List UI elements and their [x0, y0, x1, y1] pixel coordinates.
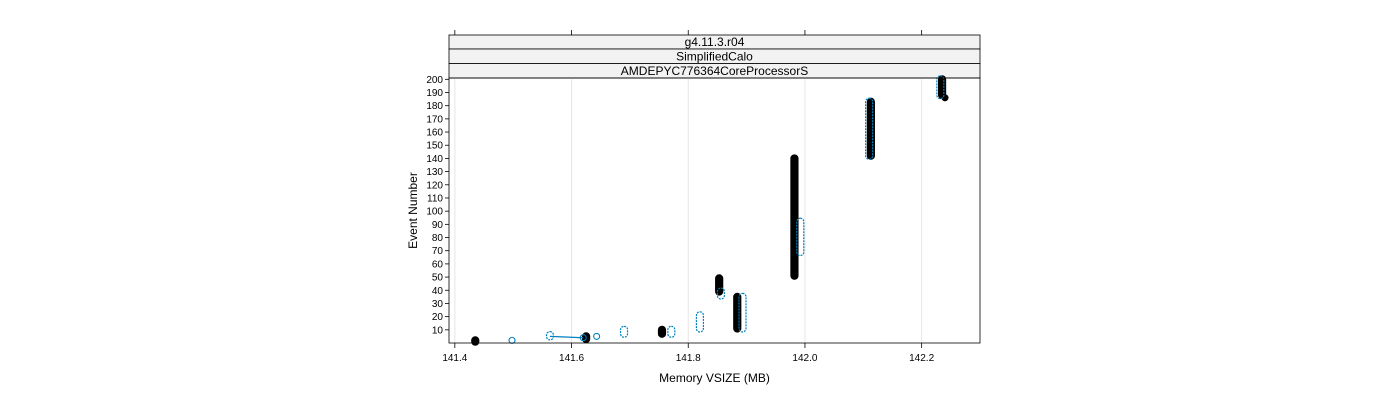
x-tick-label: 141.8	[676, 353, 701, 364]
grid	[454, 78, 923, 343]
x-axis: 141.4 141.6 141.8 142.0 142.2	[442, 30, 935, 364]
data-point-run	[790, 154, 799, 280]
strip-label: g4.11.3.r04	[685, 35, 745, 49]
data-point-run	[716, 287, 726, 300]
x-tick-label: 142.2	[909, 353, 934, 364]
y-tick-label: 10	[432, 325, 444, 336]
y-tick-label: 200	[426, 75, 443, 86]
data-point-run	[733, 292, 742, 333]
data-point	[593, 332, 601, 340]
y-tick-label: 30	[432, 299, 444, 310]
strip-label: SimplifiedCalo	[676, 50, 753, 64]
data-point-run	[667, 325, 676, 338]
y-tick-label: 110	[427, 193, 443, 204]
data-point-run	[545, 330, 555, 341]
y-tick-label: 90	[432, 220, 444, 231]
data-point-run	[657, 325, 667, 338]
y-tick-label: 160	[426, 128, 443, 139]
y-tick-label: 20	[432, 312, 444, 323]
plot-frame	[448, 77, 981, 344]
x-tick-label: 141.6	[559, 353, 584, 364]
strip-label: AMDEPYC776364CoreProcessorS	[621, 64, 808, 78]
data-point-run	[866, 97, 875, 160]
y-tick-label: 60	[432, 259, 444, 270]
y-tick-label: 150	[426, 141, 443, 152]
data-point	[508, 336, 516, 344]
y-tick-label: 180	[426, 101, 443, 112]
data-point-run	[695, 311, 705, 333]
y-tick-label: 70	[432, 246, 444, 257]
y-tick-label: 170	[426, 114, 443, 125]
data-point-run	[619, 325, 629, 338]
data-point-run	[715, 274, 724, 296]
x-tick-label: 142.0	[792, 353, 817, 364]
data-point	[941, 94, 949, 102]
y-tick-label: 50	[432, 273, 444, 284]
data-point-run	[865, 97, 874, 160]
strip-group: g4.11.3.r04 SimplifiedCalo AMDEPYC776364…	[448, 34, 981, 79]
x-axis-title: Memory VSIZE (MB)	[659, 371, 770, 385]
y-tick-label: 140	[426, 154, 443, 165]
y-tick-label: 120	[426, 180, 443, 191]
data-point-run	[936, 75, 945, 100]
y-tick-label: 190	[426, 88, 443, 99]
y-axis-title: Event Number	[406, 172, 420, 249]
x-tick-label: 141.4	[442, 353, 467, 364]
series-connector	[549, 335, 584, 339]
y-tick-label: 80	[432, 233, 444, 244]
y-tick-label: 100	[426, 207, 443, 218]
y-tick-label: 40	[432, 286, 444, 297]
y-axis: 10 20 30 40 50 60 70 80 90 100 110 120 130 140 150 160 1…	[426, 75, 449, 336]
y-tick-label: 130	[426, 167, 443, 178]
data-point-run	[471, 336, 480, 346]
marks	[471, 75, 949, 346]
data-point-run	[796, 217, 805, 257]
data-point-run	[738, 292, 747, 333]
